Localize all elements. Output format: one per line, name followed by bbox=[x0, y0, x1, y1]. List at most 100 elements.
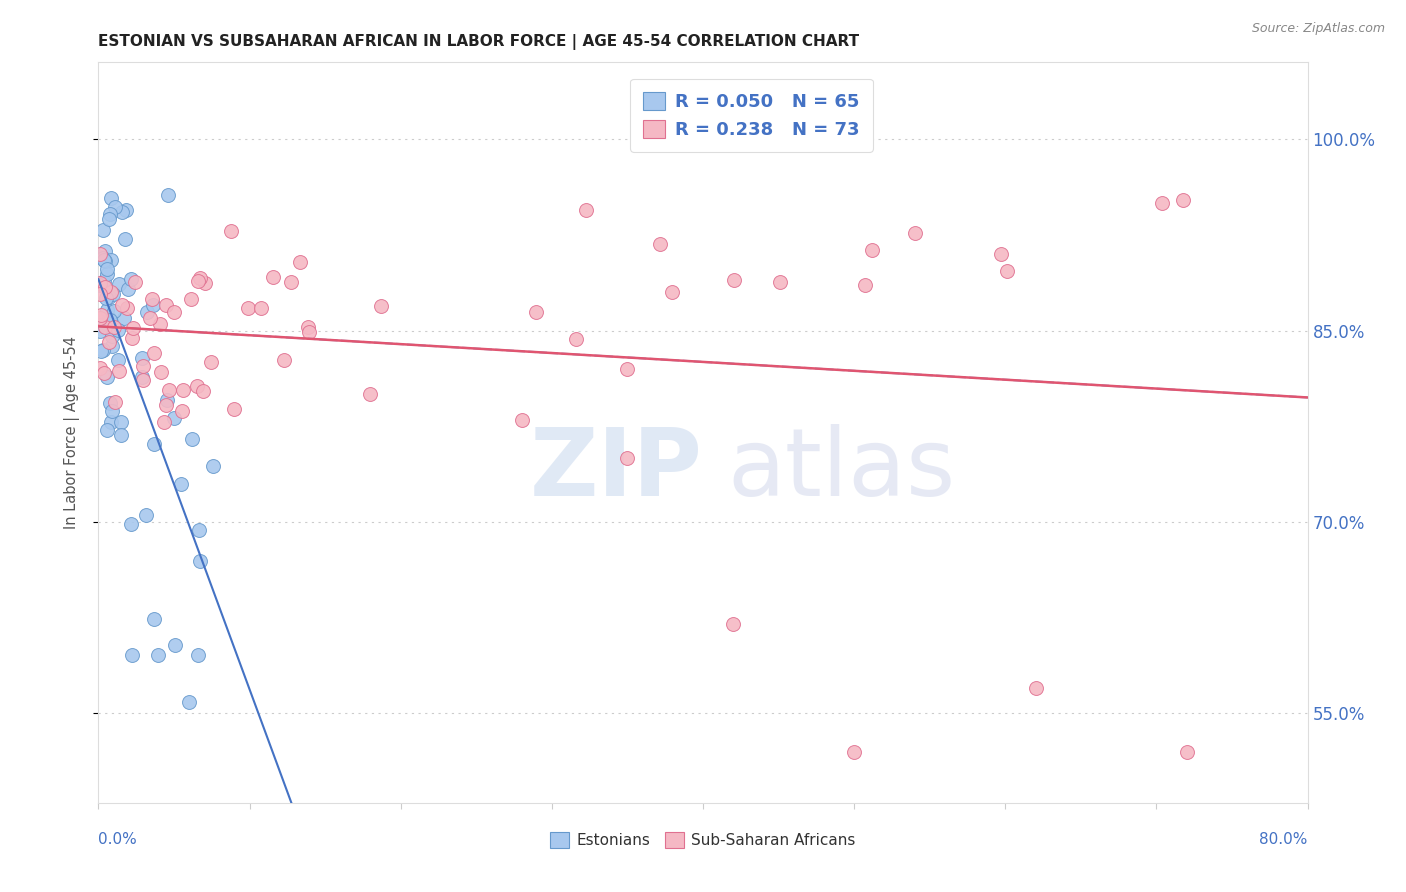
Point bbox=[104, 395, 127, 409]
Point bbox=[89, 250, 111, 264]
Point bbox=[122, 321, 145, 335]
Point bbox=[101, 329, 124, 343]
Point bbox=[107, 352, 129, 367]
Point bbox=[103, 304, 125, 318]
Point bbox=[94, 320, 117, 334]
Point bbox=[153, 415, 176, 429]
Point bbox=[990, 247, 1012, 261]
Point bbox=[97, 334, 120, 349]
Point bbox=[263, 270, 285, 285]
Point bbox=[96, 267, 118, 281]
Point bbox=[98, 290, 121, 304]
Point bbox=[769, 275, 792, 289]
Point bbox=[141, 292, 163, 306]
Point bbox=[155, 398, 177, 412]
Point bbox=[510, 413, 533, 427]
Point bbox=[98, 396, 121, 410]
Point bbox=[131, 359, 153, 373]
Point bbox=[121, 648, 143, 663]
Point bbox=[1024, 681, 1046, 695]
Point bbox=[186, 379, 208, 393]
Point bbox=[188, 554, 211, 568]
Point bbox=[163, 411, 186, 425]
Point bbox=[201, 458, 224, 473]
Point bbox=[298, 325, 321, 339]
Point bbox=[90, 309, 112, 323]
Text: ESTONIAN VS SUBSAHARAN AFRICAN IN LABOR FORCE | AGE 45-54 CORRELATION CHART: ESTONIAN VS SUBSAHARAN AFRICAN IN LABOR … bbox=[98, 34, 859, 50]
Point bbox=[650, 236, 672, 251]
Point bbox=[96, 262, 118, 277]
Point bbox=[132, 373, 155, 387]
Point bbox=[121, 330, 143, 344]
Point bbox=[180, 292, 202, 306]
Point bbox=[575, 202, 598, 217]
Point bbox=[238, 301, 260, 316]
Point bbox=[564, 332, 586, 346]
Point bbox=[96, 370, 118, 384]
Point bbox=[89, 318, 111, 332]
Point bbox=[723, 617, 745, 632]
Point bbox=[131, 351, 153, 366]
Point bbox=[89, 276, 111, 290]
Point bbox=[120, 272, 142, 286]
Point bbox=[101, 338, 124, 352]
Point bbox=[114, 232, 136, 246]
Point bbox=[91, 251, 114, 265]
Point bbox=[188, 523, 211, 537]
Point bbox=[100, 191, 122, 205]
Point bbox=[616, 361, 638, 376]
Point bbox=[89, 311, 111, 326]
Point bbox=[844, 745, 866, 759]
Point bbox=[524, 305, 547, 319]
Point bbox=[110, 298, 132, 312]
Point bbox=[143, 345, 166, 359]
Point bbox=[191, 384, 214, 398]
Point bbox=[136, 305, 159, 319]
Point bbox=[97, 311, 120, 326]
Point bbox=[131, 370, 153, 384]
Point bbox=[93, 244, 115, 258]
Point bbox=[188, 271, 211, 285]
Point bbox=[115, 301, 138, 315]
Point bbox=[288, 255, 311, 269]
Point bbox=[149, 317, 172, 331]
Point bbox=[1173, 194, 1195, 208]
Point bbox=[96, 423, 118, 437]
Point bbox=[108, 277, 131, 291]
Point bbox=[143, 437, 166, 451]
Point bbox=[148, 648, 170, 662]
Point bbox=[187, 274, 209, 288]
Point bbox=[280, 275, 302, 289]
Point bbox=[115, 202, 138, 217]
Point bbox=[89, 277, 111, 292]
Point bbox=[89, 324, 111, 338]
Point bbox=[862, 244, 884, 258]
Point bbox=[96, 291, 118, 305]
Point bbox=[100, 253, 122, 268]
Point bbox=[170, 477, 193, 491]
Point bbox=[995, 264, 1018, 278]
Point bbox=[104, 200, 127, 214]
Point bbox=[98, 211, 121, 226]
Point bbox=[1150, 195, 1173, 210]
Point bbox=[124, 276, 146, 290]
Point bbox=[93, 279, 115, 293]
Point bbox=[107, 323, 129, 337]
Point bbox=[117, 281, 139, 295]
Point bbox=[91, 222, 114, 236]
Point bbox=[101, 287, 124, 301]
Point bbox=[155, 298, 177, 312]
Point bbox=[108, 364, 131, 378]
Point bbox=[135, 508, 157, 523]
Point bbox=[112, 311, 135, 326]
Point bbox=[89, 286, 111, 301]
Point bbox=[1175, 745, 1198, 759]
Text: 80.0%: 80.0% bbox=[1260, 832, 1308, 847]
Point bbox=[111, 205, 134, 219]
Point bbox=[100, 285, 122, 299]
Point bbox=[163, 305, 186, 319]
Point bbox=[98, 207, 121, 221]
Point bbox=[89, 360, 111, 375]
Point bbox=[98, 313, 121, 327]
Point bbox=[156, 393, 179, 408]
